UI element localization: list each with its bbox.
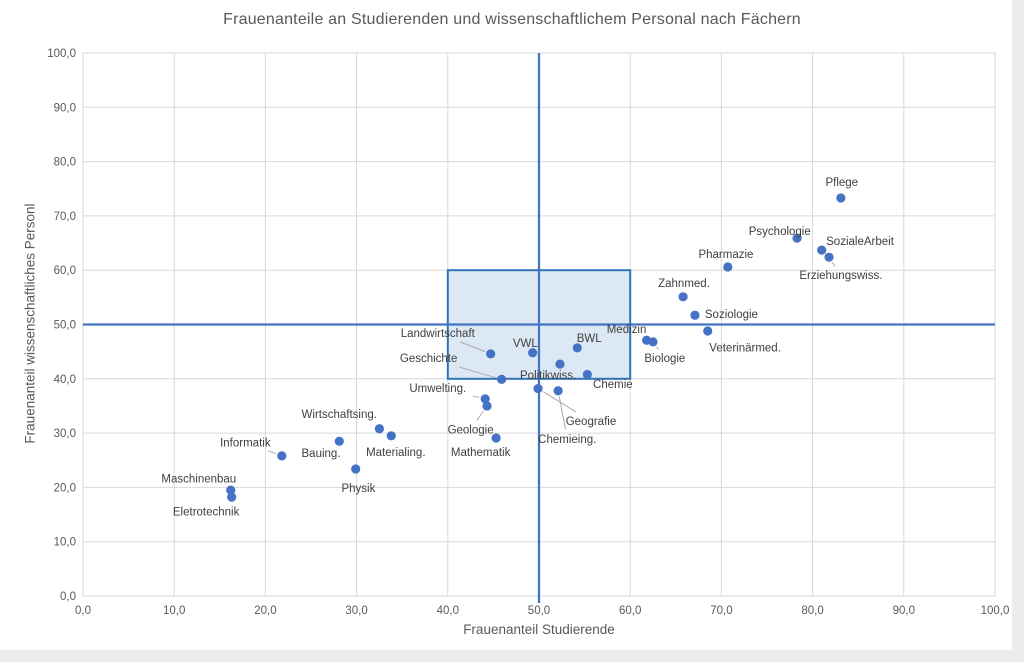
x-tick-label: 30,0 <box>345 605 367 617</box>
data-point-label-pharmazie: Pharmazie <box>698 249 753 261</box>
chart-canvas: Frauenanteile an Studierenden und wissen… <box>22 11 1010 637</box>
data-point-maschinenbau <box>226 485 236 495</box>
data-point-vwl <box>528 348 538 358</box>
scatter-plot: 0,0 10,0 20,0 30,0 40,0 50,0 60,0 70,0 80,0 90,0 1… <box>47 48 1009 617</box>
data-point-label-soziologie: Soziologie <box>705 309 758 321</box>
y-tick-label: 10,0 <box>54 537 76 549</box>
data-point-biologie <box>648 337 658 347</box>
data-point-label-politikwiss-: Politikwiss. <box>520 370 576 382</box>
data-point-label-bauing-: Bauing. <box>302 448 341 460</box>
data-points <box>226 193 846 502</box>
data-point-mathematik <box>491 433 501 443</box>
data-point-label-erziehungswiss-: Erziehungswiss. <box>799 270 882 282</box>
data-point-pflege <box>836 193 846 203</box>
data-point-label-materialing-: Materialing. <box>366 447 425 459</box>
data-point-label-pflege: Pflege <box>825 177 858 189</box>
data-point-label-chemie: Chemie <box>593 379 633 391</box>
data-point-eletrotechnik <box>227 492 237 502</box>
leader-line-chemieing- <box>558 396 566 430</box>
y-tick-label: 30,0 <box>54 428 76 440</box>
data-point-geologie <box>482 401 492 411</box>
data-point-label-eletrotechnik: Eletrotechnik <box>173 506 240 518</box>
data-point-label-veterin-rmed-: Veterinärmed. <box>709 342 781 354</box>
data-point-geografie <box>533 383 543 394</box>
data-point-umwelting- <box>480 394 490 404</box>
leader-lines <box>268 261 836 455</box>
y-tick-label: 0,0 <box>60 591 76 603</box>
y-tick-label: 70,0 <box>54 211 76 223</box>
data-point-label-zahnmed-: Zahnmed. <box>658 278 710 290</box>
y-tick-labels: 0,0 10,0 20,0 30,0 40,0 50,0 60,0 70,0 80,0 90,0 1… <box>47 48 76 603</box>
data-point-soziologie <box>690 310 700 320</box>
y-tick-label: 90,0 <box>54 102 76 114</box>
data-point-label-geschichte: Geschichte <box>400 353 458 365</box>
data-point-politikwiss- <box>555 359 565 369</box>
data-point-physik <box>351 464 361 474</box>
data-point-label-umwelting-: Umwelting. <box>409 383 466 395</box>
data-point-zahnmed- <box>678 292 688 302</box>
data-point-erziehungswiss- <box>824 252 834 262</box>
x-tick-labels: 0,0 10,0 20,0 30,0 40,0 50,0 60,0 70,0 80,0 90,0 1… <box>75 605 1009 617</box>
x-tick-label: 40,0 <box>437 605 459 617</box>
x-tick-label: 70,0 <box>710 605 732 617</box>
data-point-label-chemieing-: Chemieing. <box>538 434 596 446</box>
data-point-bwl <box>572 343 582 353</box>
data-point-pharmazie <box>723 262 733 272</box>
chart-title: Frauenanteile an Studierenden und wissen… <box>223 11 801 28</box>
data-point-psychologie <box>792 233 802 243</box>
y-tick-label: 40,0 <box>54 374 76 386</box>
leader-line-erziehungswiss- <box>831 261 836 267</box>
leader-line-landwirtschaft <box>460 341 486 353</box>
data-point-label-geologie: Geologie <box>448 424 494 436</box>
y-tick-label: 50,0 <box>54 320 76 332</box>
data-point-label-maschinenbau: Maschinenbau <box>161 474 236 486</box>
data-point-label-bwl: BWL <box>577 333 603 345</box>
data-point-veterin-rmed- <box>703 326 713 336</box>
data-point-label-mathematik: Mathematik <box>451 447 511 459</box>
data-point-chemie <box>582 369 592 380</box>
y-tick-label: 60,0 <box>54 265 76 277</box>
x-tick-label: 60,0 <box>619 605 641 617</box>
data-point-label-biologie: Biologie <box>644 353 685 365</box>
x-tick-label: 10,0 <box>163 605 185 617</box>
page-margin-bottom <box>0 650 1024 662</box>
data-point-informatik <box>277 451 287 461</box>
x-tick-label: 100,0 <box>981 605 1010 617</box>
page-margin-right <box>1012 0 1024 662</box>
data-point-landwirtschaft <box>486 349 496 359</box>
y-tick-label: 20,0 <box>54 482 76 494</box>
leader-line-geografie <box>542 391 577 413</box>
data-point-label-wirtschaftsing-: Wirtschaftsing. <box>302 409 377 421</box>
data-point-chemieing- <box>553 386 563 396</box>
y-tick-label: 100,0 <box>47 48 76 60</box>
x-tick-label: 90,0 <box>893 605 915 617</box>
x-tick-label: 20,0 <box>254 605 276 617</box>
leader-line-geologie <box>476 410 484 421</box>
leader-line-geschichte <box>458 366 496 379</box>
data-point-geschichte <box>497 374 507 384</box>
x-tick-label: 80,0 <box>801 605 823 617</box>
data-point-label-informatik: Informatik <box>220 437 271 449</box>
data-point-labels: Maschinenbau Eletrotechnik Informatik Bauin… <box>161 177 894 518</box>
data-point-sozialearbeit <box>817 245 827 255</box>
data-point-label-psychologie: Psychologie <box>749 226 811 238</box>
data-point-label-medizin: Medizin <box>607 324 647 336</box>
data-point-label-geografie: Geografie <box>566 416 617 428</box>
data-point-bauing- <box>334 436 344 446</box>
y-tick-label: 80,0 <box>54 157 76 169</box>
data-point-wirtschaftsing- <box>374 424 384 434</box>
leader-line-biologie <box>656 346 659 350</box>
leader-line-umwelting- <box>473 395 480 399</box>
x-tick-label: 0,0 <box>75 605 91 617</box>
data-point-label-physik: Physik <box>341 483 375 495</box>
data-point-label-sozialearbeit: SozialeArbeit <box>826 236 895 248</box>
y-axis-title: Frauenanteil wissenschaftliches Personl <box>22 203 38 444</box>
data-point-materialing- <box>386 431 396 441</box>
leader-line-informatik <box>268 450 277 455</box>
data-point-label-landwirtschaft: Landwirtschaft <box>401 328 476 340</box>
x-tick-label: 50,0 <box>528 605 550 617</box>
x-axis-title: Frauenanteil Studierende <box>463 622 615 637</box>
data-point-label-vwl: VWL <box>513 338 539 350</box>
